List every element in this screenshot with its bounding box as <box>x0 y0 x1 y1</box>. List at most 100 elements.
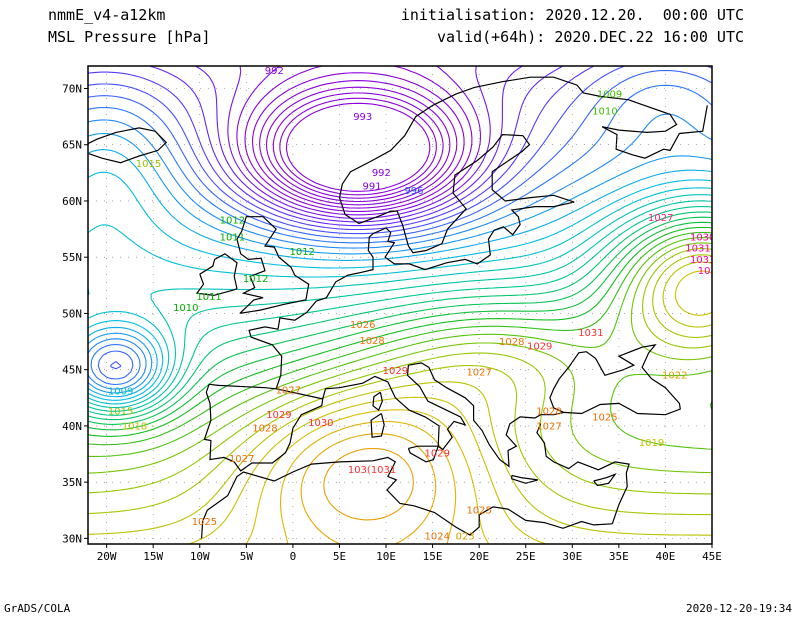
footer-timestamp: 2020-12-20-19:34 <box>686 602 792 615</box>
isobar-label: 1025 <box>592 412 617 423</box>
isobar-label: 1033 <box>690 255 715 266</box>
isobar <box>272 92 444 199</box>
lon-tick-label: 20W <box>97 550 117 563</box>
coastline <box>593 472 617 487</box>
isobar-label: 1012 <box>289 247 314 258</box>
isobar <box>88 226 712 437</box>
init-time: initialisation: 2020.12.20. 00:00 UTC <box>400 6 744 24</box>
isobar <box>236 66 482 216</box>
lat-tick-label: 60N <box>62 195 82 208</box>
isobar-label: 993 <box>353 112 372 123</box>
coastline <box>248 201 575 389</box>
isobar <box>88 221 712 431</box>
lat-tick-label: 55N <box>62 251 82 264</box>
lon-tick-label: 0 <box>290 550 297 563</box>
isobar-label: 1029 <box>266 410 291 421</box>
isobar-label: 1011 <box>220 232 245 243</box>
isobar <box>300 433 437 544</box>
coastline <box>236 216 310 314</box>
isobar-labels: 992 993 992 991 996 1009 1010 1015 1012 1011 1012 1… <box>108 66 717 543</box>
lat-tick-label: 30N <box>62 532 82 545</box>
coastline <box>195 253 238 297</box>
isobar <box>88 132 712 394</box>
isobar-label: 1019 <box>639 438 664 449</box>
lat-axis: 30N 35N 40N 45N 50N 55N 60N 65N 70N <box>62 82 88 545</box>
isobar-label: 1012 <box>220 215 245 226</box>
lat-tick-label: 40N <box>62 420 82 433</box>
lat-tick-label: 70N <box>62 82 82 95</box>
coastline <box>88 127 168 164</box>
coastline <box>536 423 630 524</box>
isobar-label: 1027 <box>648 213 673 224</box>
lon-tick-label: 15W <box>143 550 163 563</box>
isobar-label: 1025 <box>466 506 491 517</box>
isobar <box>88 216 712 425</box>
isobar <box>88 69 712 380</box>
isobar <box>88 231 712 446</box>
isobar-label: 1028 <box>499 337 524 348</box>
isobar-label: 1015 <box>136 159 161 170</box>
lat-tick-label: 50N <box>62 307 82 320</box>
isobar-label: 1028 <box>536 407 561 418</box>
lon-tick-label: 40E <box>655 550 675 563</box>
map-frame <box>87 65 713 545</box>
lat-tick-label: 35N <box>62 476 82 489</box>
isobar <box>88 211 712 421</box>
isobar <box>88 261 712 536</box>
isobar-label: 1011 <box>196 292 221 303</box>
isobar-label: 1030 <box>308 418 333 429</box>
isobar-label: 1010 <box>592 106 617 117</box>
isobar <box>88 113 712 390</box>
footer-source: GrADS/COLA <box>4 602 71 615</box>
isobar-label: 1024 <box>425 532 450 543</box>
isobar <box>285 102 431 192</box>
lon-tick-label: 10W <box>190 550 210 563</box>
isobar-label: 1029 <box>527 341 552 352</box>
coastline <box>203 383 324 472</box>
isobar-label: 1027 <box>536 421 561 432</box>
coastline <box>370 412 385 438</box>
isobar-label: 1031 <box>685 244 710 255</box>
isobar-label: 1012 <box>243 274 268 285</box>
model-name: nmmE_v4-a12km <box>48 6 166 24</box>
isobar <box>252 72 465 209</box>
isobar-label: 103(1031 <box>348 465 396 476</box>
isobar-label: 103 <box>698 266 717 277</box>
isobar-label: 023 <box>456 532 475 543</box>
isobar-label: 1022 <box>662 371 687 382</box>
isobar <box>88 237 712 457</box>
isobar-label: 1015 <box>108 407 133 418</box>
isobar-label: 992 <box>265 66 284 77</box>
lon-tick-label: 10E <box>376 550 396 563</box>
lon-tick-label: 25E <box>516 550 536 563</box>
isobar-label: 1029 <box>425 448 450 459</box>
isobar <box>88 242 712 474</box>
isobar-label: 1025 <box>192 517 217 528</box>
isobar <box>88 254 712 516</box>
coastline <box>322 344 681 468</box>
lon-axis: 20W 15W 10W 5W 0 5E 10E 15E 20E 25E 30E 35E 40E 45E <box>97 544 722 563</box>
isobar <box>88 200 712 412</box>
coastline <box>407 133 575 254</box>
lon-tick-label: 45E <box>702 550 722 563</box>
isobar-label: 1027 <box>229 454 254 465</box>
isobar-label: 1026 <box>350 320 375 331</box>
isobar-label: 1029 <box>383 366 408 377</box>
isobar <box>265 86 451 203</box>
isobar-label: 1018 <box>122 421 147 432</box>
isobar-label: 1027 <box>466 367 491 378</box>
coastline <box>372 391 383 412</box>
coastline <box>201 456 613 539</box>
lat-tick-label: 45N <box>62 364 82 377</box>
isobar-label: 1028 <box>359 336 384 347</box>
isobar <box>88 66 595 231</box>
coastline <box>338 76 708 247</box>
isobar-label: 991 <box>363 182 382 193</box>
isobar <box>88 194 712 409</box>
lon-tick-label: 35E <box>609 550 629 563</box>
isobar <box>227 66 491 219</box>
isobar-label: 1028 <box>252 424 277 435</box>
grid <box>88 66 712 544</box>
lon-tick-label: 5E <box>333 550 346 563</box>
